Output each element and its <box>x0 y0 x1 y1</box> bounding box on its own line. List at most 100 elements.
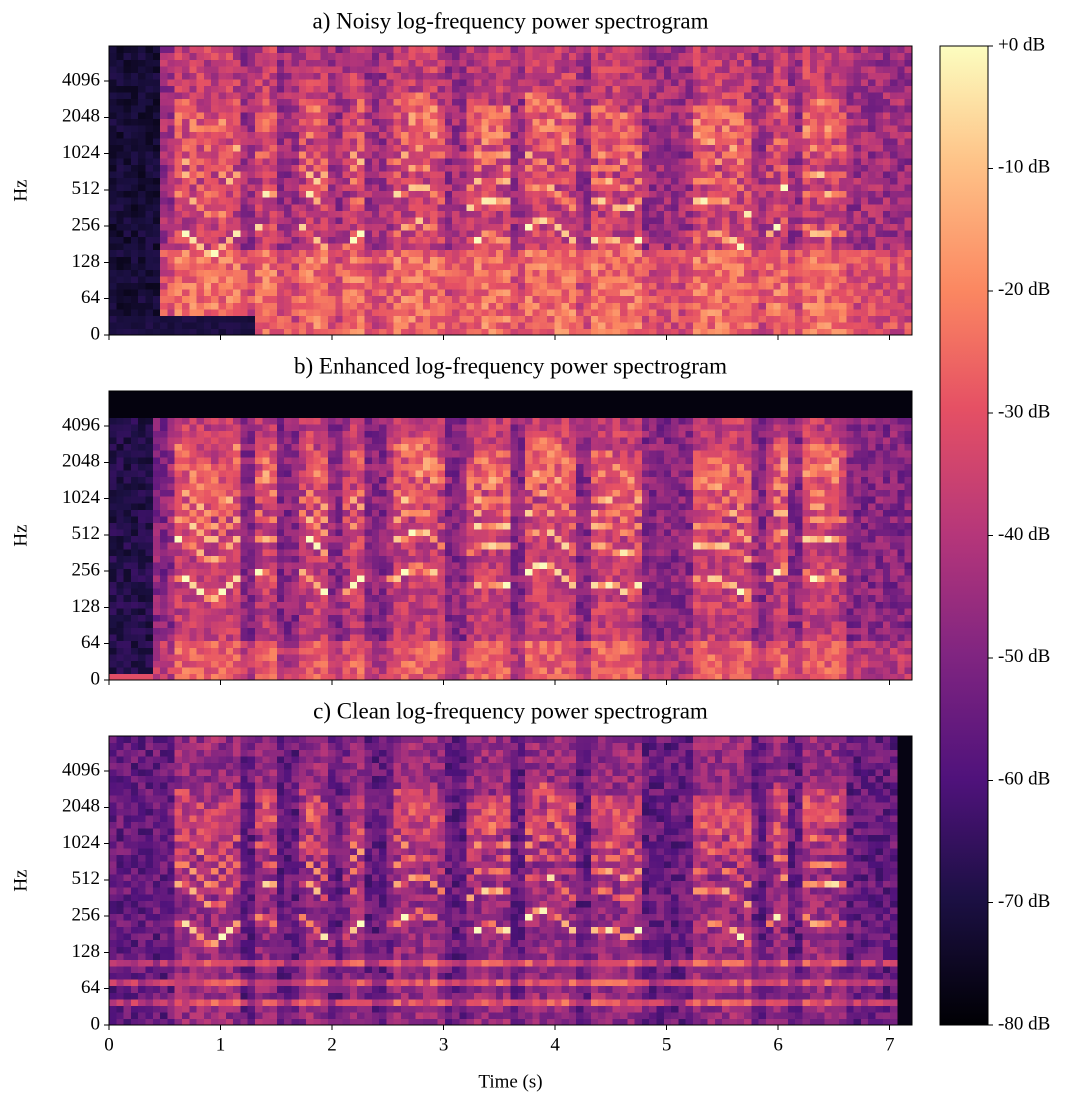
spectrogram-cell <box>766 283 774 290</box>
spectrogram-cell <box>211 72 219 79</box>
y-tick-label: 512 <box>72 178 101 199</box>
spectrogram-cell <box>109 647 117 654</box>
spectrogram-cell <box>671 302 679 309</box>
spectrogram-cell <box>226 256 234 263</box>
spectrogram-cell <box>292 210 300 217</box>
spectrogram-cell <box>664 118 672 125</box>
spectrogram-cell <box>109 46 117 53</box>
spectrogram-cell <box>671 191 679 198</box>
spectrogram-cell <box>766 309 774 316</box>
spectrogram-cell <box>430 131 438 138</box>
spectrogram-cell <box>255 283 263 290</box>
spectrogram-cell <box>759 59 767 66</box>
spectrogram-cell <box>459 210 467 217</box>
spectrogram-cell <box>124 204 132 211</box>
spectrogram-cell <box>649 223 657 230</box>
spectrogram-cell <box>248 276 256 283</box>
spectrogram-cell <box>182 283 190 290</box>
spectrogram-cell <box>233 164 241 171</box>
spectrogram-cell <box>722 171 730 178</box>
spectrogram-cell <box>124 575 132 582</box>
spectrogram-cell <box>854 263 862 270</box>
spectrogram-cell <box>511 105 519 112</box>
spectrogram-cell <box>605 243 613 250</box>
spectrogram-cell <box>496 79 504 86</box>
spectrogram-cell <box>116 411 124 418</box>
spectrogram-cell <box>554 243 562 250</box>
spectrogram-cell <box>233 210 241 217</box>
spectrogram-cell <box>292 322 300 329</box>
spectrogram-cell <box>160 66 168 73</box>
spectrogram-cell <box>321 289 329 296</box>
spectrogram-cell <box>292 256 300 263</box>
spectrogram-cell <box>708 105 716 112</box>
spectrogram-cell <box>897 289 905 296</box>
spectrogram-cell <box>700 79 708 86</box>
spectrogram-cell <box>584 197 592 204</box>
spectrogram-cell <box>591 53 599 60</box>
spectrogram-cell <box>182 138 190 145</box>
spectrogram-cell <box>226 164 234 171</box>
spectrogram-cell <box>832 237 840 244</box>
spectrogram-cell <box>810 125 818 132</box>
spectrogram-cell <box>343 217 351 224</box>
spectrogram-cell <box>905 302 913 309</box>
spectrogram-cell <box>430 289 438 296</box>
spectrogram-cell <box>554 125 562 132</box>
spectrogram-cell <box>233 296 241 303</box>
spectrogram-cell <box>313 151 321 158</box>
spectrogram-cell <box>401 125 409 132</box>
spectrogram-cell <box>438 237 446 244</box>
spectrogram-cell <box>635 269 643 276</box>
spectrogram-cell <box>211 223 219 230</box>
spectrogram-cell <box>839 322 847 329</box>
spectrogram-cell <box>335 79 343 86</box>
spectrogram-cell <box>635 118 643 125</box>
spectrogram-cell <box>569 99 577 106</box>
spectrogram-cell <box>518 256 526 263</box>
spectrogram-cell <box>613 296 621 303</box>
spectrogram-cell <box>124 125 132 132</box>
spectrogram-cell <box>540 197 548 204</box>
spectrogram-cell <box>481 315 489 322</box>
spectrogram-cell <box>511 256 519 263</box>
spectrogram-cell <box>277 164 285 171</box>
spectrogram-cell <box>861 72 869 79</box>
spectrogram-cell <box>197 59 205 66</box>
spectrogram-cell <box>109 177 117 184</box>
spectrogram-cell <box>766 158 774 165</box>
spectrogram-cell <box>591 158 599 165</box>
spectrogram-cell <box>598 72 606 79</box>
spectrogram-cell <box>890 315 898 322</box>
spectrogram-cell <box>109 667 117 674</box>
spectrogram-cell <box>197 243 205 250</box>
spectrogram-cell <box>423 131 431 138</box>
spectrogram-cell <box>438 250 446 257</box>
spectrogram-cell <box>379 118 387 125</box>
spectrogram-cell <box>365 158 373 165</box>
spectrogram-cell <box>226 210 234 217</box>
spectrogram-cell <box>635 53 643 60</box>
spectrogram-cell <box>810 66 818 73</box>
spectrogram-cell <box>481 296 489 303</box>
spectrogram-cell <box>562 59 570 66</box>
spectrogram-cell <box>416 125 424 132</box>
spectrogram-cell <box>255 53 263 60</box>
spectrogram-cell <box>408 217 416 224</box>
spectrogram-cell <box>481 283 489 290</box>
spectrogram-cell <box>408 99 416 106</box>
spectrogram-cell <box>189 72 197 79</box>
spectrogram-cell <box>474 145 482 152</box>
spectrogram-cell <box>751 230 759 237</box>
spectrogram-cell <box>408 85 416 92</box>
spectrogram-cell <box>452 237 460 244</box>
spectrogram-cell <box>795 177 803 184</box>
spectrogram-cell <box>839 105 847 112</box>
spectrogram-cell <box>430 99 438 106</box>
spectrogram-cell <box>751 177 759 184</box>
spectrogram-cell <box>532 250 540 257</box>
spectrogram-cell <box>445 53 453 60</box>
spectrogram-cell <box>605 223 613 230</box>
spectrogram-cell <box>657 72 665 79</box>
spectrogram-cell <box>313 197 321 204</box>
